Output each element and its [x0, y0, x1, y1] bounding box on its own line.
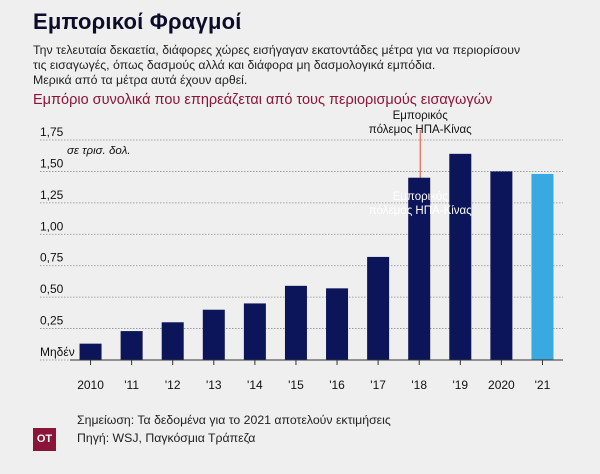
- bar: [367, 256, 390, 360]
- x-tick-label: '14: [247, 378, 263, 392]
- x-tick-label: '15: [288, 378, 304, 392]
- chart-title: Εμπόριο συνολικά που επηρεάζεται από του…: [33, 92, 493, 108]
- x-tick-label: 2010: [77, 378, 104, 392]
- y-tick-label: 0,75: [40, 251, 64, 265]
- y-tick-label: 1,50: [40, 156, 64, 170]
- footnote: Σημείωση: Τα δεδομένα για το 2021 αποτελ…: [77, 413, 391, 427]
- bar: [531, 173, 554, 360]
- y-tick-label: 1,75: [40, 125, 64, 139]
- source-credit: Πηγή: WSJ, Παγκόσμια Τράπεζα: [77, 431, 256, 445]
- x-tick-label: 2020: [488, 378, 515, 392]
- x-tick-label: '21: [535, 378, 551, 392]
- subtitle: Την τελευταία δεκαετία, διάφορες χώρες ε…: [33, 43, 573, 88]
- subtitle-line: Μερικά από τα μέτρα αυτά έχουν αρθεί.: [33, 73, 248, 87]
- annotation-label-inside: πόλεμος ΗΠΑ-Κίνας: [369, 205, 472, 217]
- y-tick-label: 0,25: [40, 314, 64, 328]
- annotation-label: Εμπορικός: [393, 110, 449, 122]
- bar: [490, 171, 513, 360]
- x-tick-label: '11: [124, 378, 139, 392]
- y-tick-label: 0,50: [40, 282, 64, 296]
- y-tick-label: 1,25: [40, 188, 64, 202]
- bar: [202, 309, 225, 360]
- bar: [161, 322, 184, 360]
- x-tick-label: '12: [165, 378, 181, 392]
- x-tick-label: '19: [452, 378, 468, 392]
- bar: [120, 331, 143, 360]
- x-tick-label: '17: [370, 378, 386, 392]
- y-tick-label: 1,00: [40, 219, 64, 233]
- x-tick-label: '13: [206, 378, 222, 392]
- bar: [408, 177, 431, 360]
- bar: [284, 285, 307, 360]
- ot-logo: OT: [33, 428, 56, 451]
- subtitle-line: Την τελευταία δεκαετία, διάφορες χώρες ε…: [33, 43, 521, 57]
- bar: [79, 343, 102, 360]
- annotation-label-inside: Εμπορικός: [393, 191, 449, 203]
- y-axis-label: σε τρισ. δολ.: [67, 145, 131, 157]
- bar: [449, 153, 472, 360]
- x-tick-label: '16: [329, 378, 345, 392]
- subtitle-line: τις εισαγωγές, όπως δασμούς αλλά και διά…: [33, 58, 436, 72]
- annotation-label: πόλεμος ΗΠΑ-Κίνας: [369, 124, 472, 136]
- y-tick-label: Μηδέν: [40, 345, 75, 359]
- bar: [243, 303, 266, 360]
- bar: [326, 288, 349, 360]
- page-title: Εμπορικοί Φραγμοί: [33, 9, 242, 34]
- x-tick-label: '18: [411, 378, 427, 392]
